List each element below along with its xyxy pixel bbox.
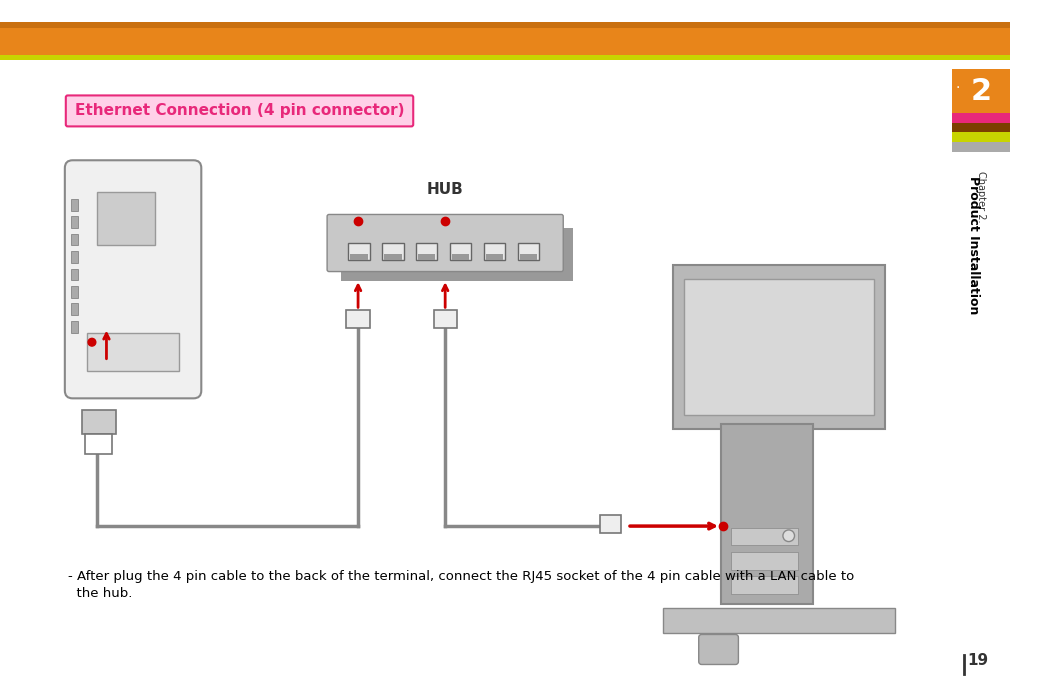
Bar [71, 303, 78, 315]
Text: - After plug the 4 pin cable to the back of the terminal, connect the RJ45 socke: - After plug the 4 pin cable to the back… [68, 569, 854, 583]
Bar [731, 528, 799, 546]
Bar [382, 243, 404, 260]
Bar [71, 268, 78, 280]
Text: Chapter 2.: Chapter 2. [976, 171, 986, 222]
Bar [731, 576, 799, 594]
Text: the hub.: the hub. [68, 587, 133, 600]
Bar [952, 113, 1011, 123]
Text: 19: 19 [968, 653, 989, 668]
Bar [483, 243, 505, 260]
Bar [952, 142, 1011, 152]
Bar [71, 251, 78, 263]
Bar [347, 310, 370, 328]
Bar [952, 70, 1011, 113]
FancyBboxPatch shape [65, 160, 201, 399]
Text: 2: 2 [971, 77, 992, 106]
Text: .: . [955, 77, 960, 91]
Bar [384, 254, 402, 260]
Bar [721, 424, 813, 604]
Bar [450, 243, 471, 260]
Bar [71, 286, 78, 298]
FancyBboxPatch shape [327, 215, 563, 272]
Bar [0, 22, 1011, 28]
Bar [71, 321, 78, 332]
FancyBboxPatch shape [698, 634, 738, 664]
Bar [518, 243, 539, 260]
Bar [663, 608, 895, 633]
Text: Ethernet Connection (4 pin connector): Ethernet Connection (4 pin connector) [75, 103, 404, 118]
Bar [351, 254, 367, 260]
Text: HUB: HUB [427, 182, 464, 197]
Bar [0, 55, 1011, 60]
Bar [600, 516, 621, 533]
Circle shape [88, 338, 96, 346]
Bar [672, 265, 885, 429]
Bar [417, 243, 437, 260]
Bar [433, 310, 457, 328]
Bar [340, 228, 573, 282]
Bar [418, 254, 435, 260]
Bar [485, 254, 503, 260]
Bar [452, 254, 470, 260]
FancyBboxPatch shape [66, 95, 413, 126]
Bar [349, 243, 370, 260]
Bar [86, 434, 113, 454]
Bar [952, 123, 1011, 132]
Bar [71, 233, 78, 245]
Bar [87, 332, 179, 372]
Bar [71, 216, 78, 228]
Bar [0, 22, 1011, 60]
Bar [952, 132, 1011, 142]
Circle shape [783, 530, 794, 542]
Bar [731, 552, 799, 569]
Text: Product Installation: Product Installation [967, 176, 980, 314]
Bar [520, 254, 537, 260]
Bar [82, 410, 116, 434]
Bar [97, 192, 155, 245]
Bar [71, 199, 78, 210]
Bar [684, 279, 874, 415]
